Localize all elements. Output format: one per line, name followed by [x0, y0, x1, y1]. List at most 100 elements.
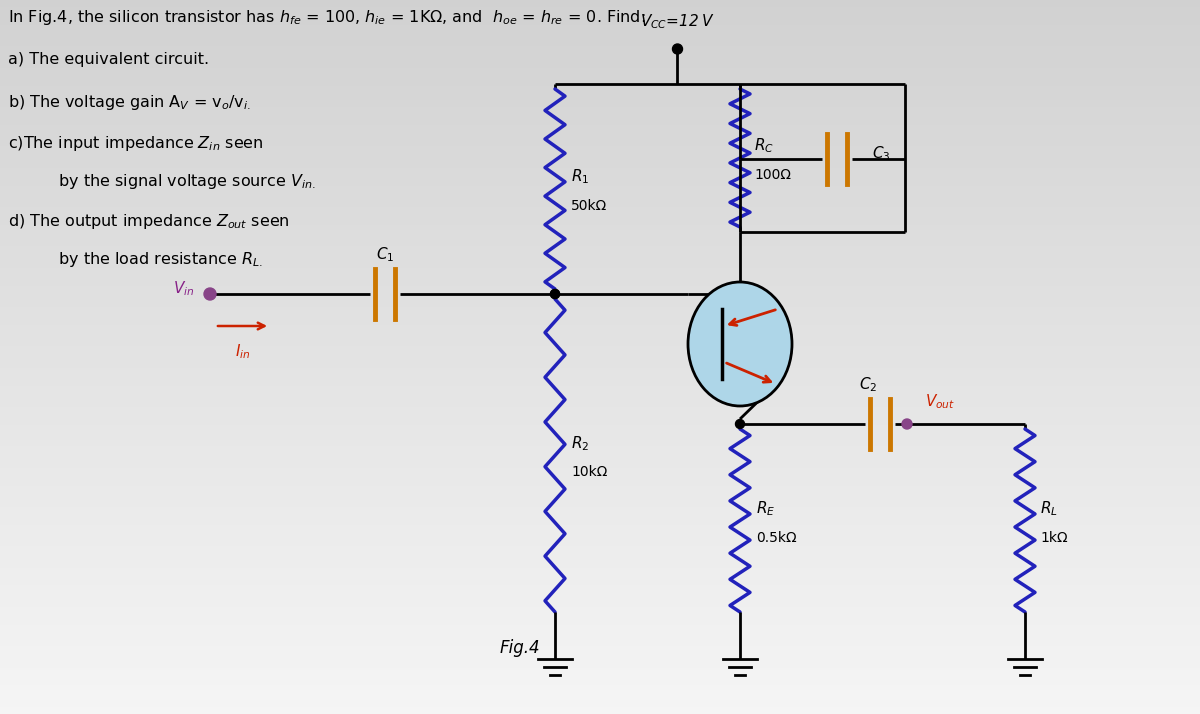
Circle shape — [736, 420, 744, 428]
Bar — [0, 707, 1200, 710]
Bar — [0, 118, 1200, 121]
Bar — [0, 193, 1200, 196]
Ellipse shape — [688, 282, 792, 406]
Bar — [0, 443, 1200, 446]
Bar — [0, 500, 1200, 503]
Text: a) The equivalent circuit.: a) The equivalent circuit. — [8, 52, 209, 67]
Bar — [0, 353, 1200, 357]
Bar — [0, 478, 1200, 482]
Bar — [0, 396, 1200, 400]
Bar — [0, 300, 1200, 303]
Bar — [0, 0, 1200, 4]
Bar — [0, 303, 1200, 307]
Bar — [0, 61, 1200, 64]
Bar — [0, 503, 1200, 507]
Bar — [0, 253, 1200, 257]
Bar — [0, 582, 1200, 585]
Bar — [0, 4, 1200, 7]
Bar — [0, 175, 1200, 178]
Bar — [0, 286, 1200, 289]
Text: Fig.4: Fig.4 — [500, 639, 541, 657]
Bar — [0, 257, 1200, 261]
Bar — [0, 250, 1200, 253]
Bar — [0, 461, 1200, 464]
Bar — [0, 639, 1200, 643]
Bar — [0, 79, 1200, 82]
Bar — [0, 453, 1200, 457]
Bar — [0, 371, 1200, 375]
Text: 0.5kΩ: 0.5kΩ — [756, 531, 797, 545]
Bar — [0, 343, 1200, 346]
Bar — [0, 7, 1200, 11]
Text: $V_{in}$: $V_{in}$ — [173, 280, 194, 298]
Bar — [0, 46, 1200, 50]
Bar — [0, 475, 1200, 478]
Bar — [0, 653, 1200, 657]
Bar — [0, 264, 1200, 268]
Bar — [0, 171, 1200, 175]
Bar — [0, 457, 1200, 461]
Bar — [0, 157, 1200, 161]
Bar — [0, 150, 1200, 154]
Bar — [0, 671, 1200, 675]
Bar — [0, 450, 1200, 453]
Bar — [0, 232, 1200, 236]
Text: $C_3$: $C_3$ — [872, 145, 892, 164]
Bar — [0, 710, 1200, 714]
Bar — [0, 543, 1200, 546]
Bar — [0, 496, 1200, 500]
Bar — [0, 86, 1200, 89]
Bar — [0, 289, 1200, 293]
Bar — [0, 96, 1200, 100]
Bar — [0, 464, 1200, 468]
Bar — [0, 75, 1200, 79]
Bar — [0, 129, 1200, 132]
Bar — [0, 154, 1200, 157]
Bar — [0, 593, 1200, 596]
Bar — [0, 275, 1200, 278]
Bar — [0, 311, 1200, 314]
Bar — [0, 536, 1200, 539]
Bar — [0, 39, 1200, 43]
Bar — [0, 596, 1200, 600]
Bar — [0, 364, 1200, 368]
Bar — [0, 261, 1200, 264]
Bar — [0, 553, 1200, 557]
Bar — [0, 518, 1200, 521]
Bar — [0, 50, 1200, 54]
Bar — [0, 214, 1200, 218]
Bar — [0, 357, 1200, 361]
Bar — [0, 632, 1200, 635]
Bar — [0, 603, 1200, 607]
Bar — [0, 321, 1200, 325]
Bar — [0, 585, 1200, 589]
Bar — [0, 196, 1200, 200]
Bar — [0, 36, 1200, 39]
Bar — [0, 664, 1200, 668]
Bar — [0, 635, 1200, 639]
Bar — [0, 675, 1200, 678]
Bar — [0, 143, 1200, 146]
Bar — [0, 136, 1200, 139]
Bar — [0, 93, 1200, 96]
Bar — [0, 610, 1200, 614]
Text: 100Ω: 100Ω — [754, 168, 791, 182]
Bar — [0, 104, 1200, 107]
Bar — [0, 425, 1200, 428]
Bar — [0, 393, 1200, 396]
Text: by the load resistance $R_{L.}$: by the load resistance $R_{L.}$ — [38, 250, 263, 269]
Bar — [0, 389, 1200, 393]
Bar — [0, 589, 1200, 593]
Bar — [0, 32, 1200, 36]
Text: $V_{out}$: $V_{out}$ — [925, 393, 955, 411]
Bar — [0, 271, 1200, 275]
Bar — [0, 418, 1200, 421]
Bar — [0, 14, 1200, 18]
Bar — [0, 228, 1200, 232]
Bar — [0, 57, 1200, 61]
Bar — [0, 625, 1200, 628]
Bar — [0, 221, 1200, 225]
Bar — [0, 186, 1200, 189]
Bar — [0, 211, 1200, 214]
Bar — [0, 25, 1200, 29]
